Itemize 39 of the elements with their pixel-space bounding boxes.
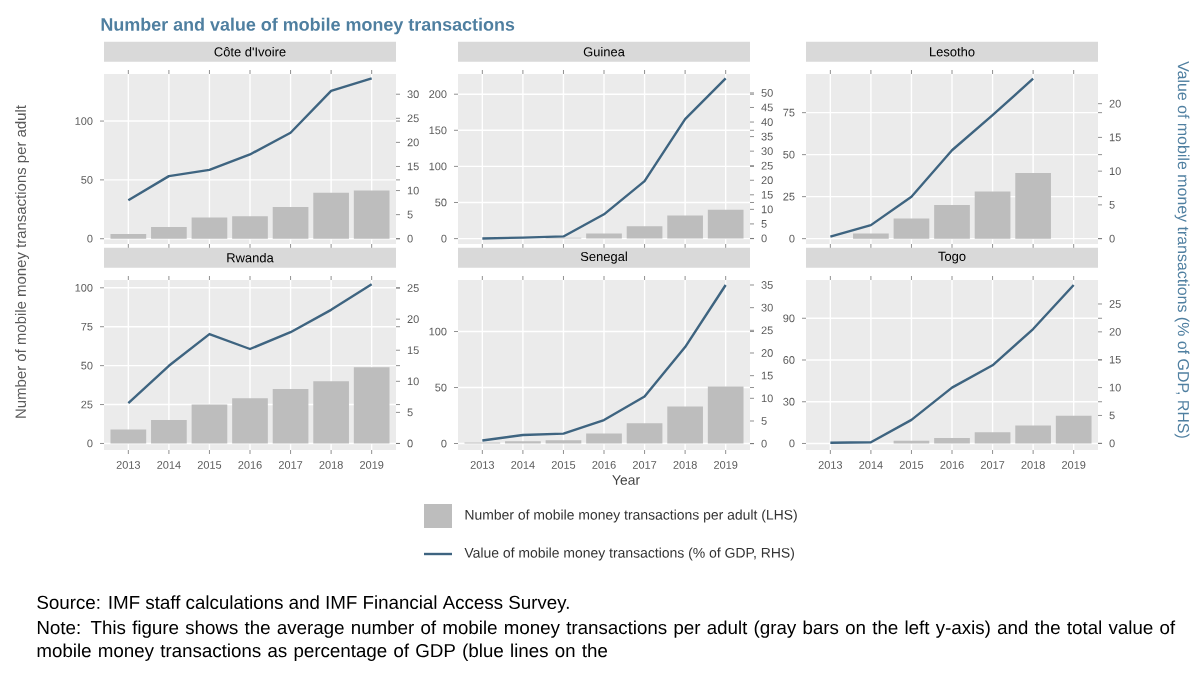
line-series (481, 77, 727, 240)
bar (272, 388, 309, 444)
bar (707, 209, 744, 239)
bar (191, 404, 228, 444)
bar (151, 420, 187, 444)
bar (191, 217, 228, 239)
bar (893, 218, 930, 239)
bar (1055, 415, 1092, 444)
bar (313, 381, 349, 444)
line-series (127, 77, 373, 202)
bar (232, 216, 268, 239)
bar (1015, 425, 1051, 444)
bar (313, 192, 349, 239)
bar (934, 437, 970, 444)
bar (974, 191, 1011, 239)
bar (1015, 173, 1051, 239)
bar (586, 233, 622, 239)
bar (974, 432, 1011, 444)
bar (853, 233, 889, 239)
bar (272, 206, 309, 239)
line-series (127, 283, 373, 405)
bar (667, 215, 703, 239)
bar (110, 429, 147, 444)
bar (626, 423, 663, 444)
line-series (481, 283, 727, 442)
bar (626, 226, 663, 239)
chart-title: Number and value of mobile money transactions (101, 17, 515, 35)
bar (353, 190, 390, 239)
bar (586, 433, 622, 444)
text: Note: This figure shows the average number of mobile money transactions per adult (gray bars on the left y-axis) and the total value of mobile money transactions as percentage of GDP (blue lines on the (37, 620, 1176, 661)
line-series (829, 283, 1075, 444)
bar (353, 367, 390, 444)
bar (667, 406, 703, 444)
bar (232, 398, 268, 444)
bar (151, 226, 187, 239)
bar (707, 386, 744, 444)
bar (934, 205, 970, 239)
source-note: Source: IMF staff calculations and IMF Financial Access Survey. (37, 595, 569, 613)
line-series (829, 77, 1035, 238)
